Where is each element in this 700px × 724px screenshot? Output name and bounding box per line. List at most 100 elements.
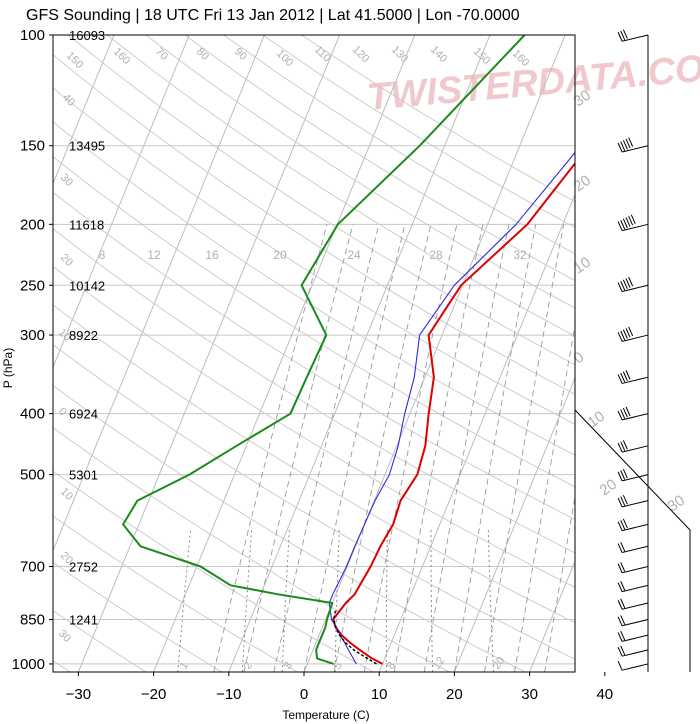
dry-adiabat-label-right: 30 (665, 492, 688, 515)
wind-barb-shaft (621, 445, 649, 453)
wind-barb-flag (625, 278, 631, 288)
wind-barb-flag (628, 326, 634, 337)
moist-adiabat-line (393, 224, 484, 672)
plot-frame (52, 34, 576, 673)
wind-barb-flag (617, 471, 623, 482)
moist-adiabat-label: 12 (147, 248, 161, 262)
temperature-profile (332, 161, 575, 665)
isotherm-line (453, 376, 575, 672)
y-tick-label: 100 (20, 27, 45, 44)
dry-adiabat-line (53, 344, 575, 660)
wind-barb-flag (622, 371, 628, 381)
wind-barb (617, 370, 649, 384)
wind-barb (617, 276, 649, 293)
dry-adiabat-label: 150 (471, 46, 492, 67)
dry-adiabat-label: 0 (56, 406, 69, 419)
wind-barb-flag (617, 521, 623, 531)
dry-adiabat-label-right: 10 (585, 408, 608, 431)
dry-adiabat-label: 110 (312, 44, 333, 65)
mixing-ratio-label: 12 (431, 655, 448, 672)
wind-barb-flag (620, 562, 626, 572)
wind-barb-flag (625, 370, 631, 380)
dry-adiabat-line (53, 265, 575, 588)
wind-barb-shaft (621, 545, 649, 554)
mixing-ratio-line (487, 528, 495, 672)
wind-barb-shaft (621, 500, 649, 508)
hodograph-boundary (574, 35, 691, 672)
wind-barb-flag (620, 441, 626, 451)
moist-adiabat-label: 8 (99, 248, 106, 262)
dry-adiabat-line (106, 35, 575, 337)
dry-adiabat-label: 10 (58, 486, 75, 503)
wind-barb (617, 630, 649, 642)
wind-barb-flag (628, 137, 634, 147)
wind-barb-flag (625, 406, 631, 417)
wind-barb-flag (620, 280, 626, 291)
dry-adiabat-line (53, 561, 222, 672)
mixing-ratio-label: 20 (491, 655, 508, 672)
sounding-profiles (122, 35, 575, 665)
dry-adiabat-label-right: 20 (597, 476, 620, 499)
wind-barb-flag (620, 409, 626, 419)
wind-barb-flag (617, 646, 623, 657)
wind-barb-flag (622, 518, 628, 529)
wind-barb-shaft (621, 223, 649, 232)
dry-adiabat-line (262, 35, 575, 229)
wind-barb-flag (620, 598, 626, 609)
wind-barb (617, 214, 649, 232)
dry-adiabat-line (223, 35, 575, 255)
isotherm-line (53, 35, 190, 369)
mixing-ratio-label: 2 (242, 660, 255, 672)
x-tick-label: −20 (141, 686, 166, 703)
wind-barb-flag (617, 563, 623, 573)
wind-barb (617, 468, 649, 482)
dry-adiabat-line (301, 35, 575, 203)
wind-barb-flag (625, 138, 631, 149)
dry-adiabat-line (53, 304, 575, 624)
dry-adiabat-label: 160 (111, 46, 132, 67)
wind-barb-shaft (621, 474, 649, 482)
isotherm-line (53, 35, 115, 186)
dewpoint-profile (122, 35, 526, 665)
wind-barb-flag (622, 468, 628, 479)
isotherm-line (77, 35, 341, 672)
isotherm-line (605, 35, 700, 672)
wind-barb-flag (622, 494, 628, 505)
wind-barb-flag (622, 29, 628, 39)
wind-barb-flag (620, 372, 626, 383)
moist-adiabat-line (303, 224, 406, 672)
wind-barb-shaft (621, 602, 649, 610)
x-tick-label: 30 (521, 686, 538, 703)
grid-labels: 150 160 70 80 90 100 110 120 130 140 150 1604030201… (56, 44, 688, 672)
moist-adiabat-line (453, 224, 537, 672)
chart-title: GFS Sounding | 18 UTC Fri 13 Jan 2012 | … (26, 7, 520, 24)
wind-barb (617, 29, 649, 42)
height-label: 5301 (69, 468, 98, 483)
isotherm-line (53, 35, 265, 552)
height-label: 2752 (69, 560, 98, 575)
moist-adiabat-label: 16 (205, 248, 219, 262)
dry-adiabat-label-right: 0 (571, 349, 588, 368)
y-tick-label: 150 (20, 138, 45, 155)
mixing-ratio-line (385, 528, 389, 672)
wind-barb-flag (620, 615, 626, 625)
wind-barb-shaft (621, 284, 649, 293)
wind-barb (617, 598, 649, 610)
wind-barb-flag (617, 582, 623, 592)
moist-adiabat-line (243, 224, 354, 672)
wind-barb-flag (617, 442, 623, 453)
wind-barb-flag (620, 30, 626, 41)
dry-adiabat-label: 70 (153, 46, 170, 63)
wind-barb (617, 440, 649, 453)
virtual-temperature-profile (328, 151, 575, 665)
wind-barb (617, 137, 649, 153)
wind-barb (617, 406, 649, 421)
moist-adiabat-line (273, 224, 380, 672)
dry-adiabat-label: 100 (274, 48, 295, 69)
moist-adiabat-label: 24 (347, 248, 361, 262)
wind-barb-flag (617, 543, 623, 553)
dry-adiabat-label: 130 (389, 44, 410, 65)
mixing-ratio-label: 1 (178, 660, 191, 672)
